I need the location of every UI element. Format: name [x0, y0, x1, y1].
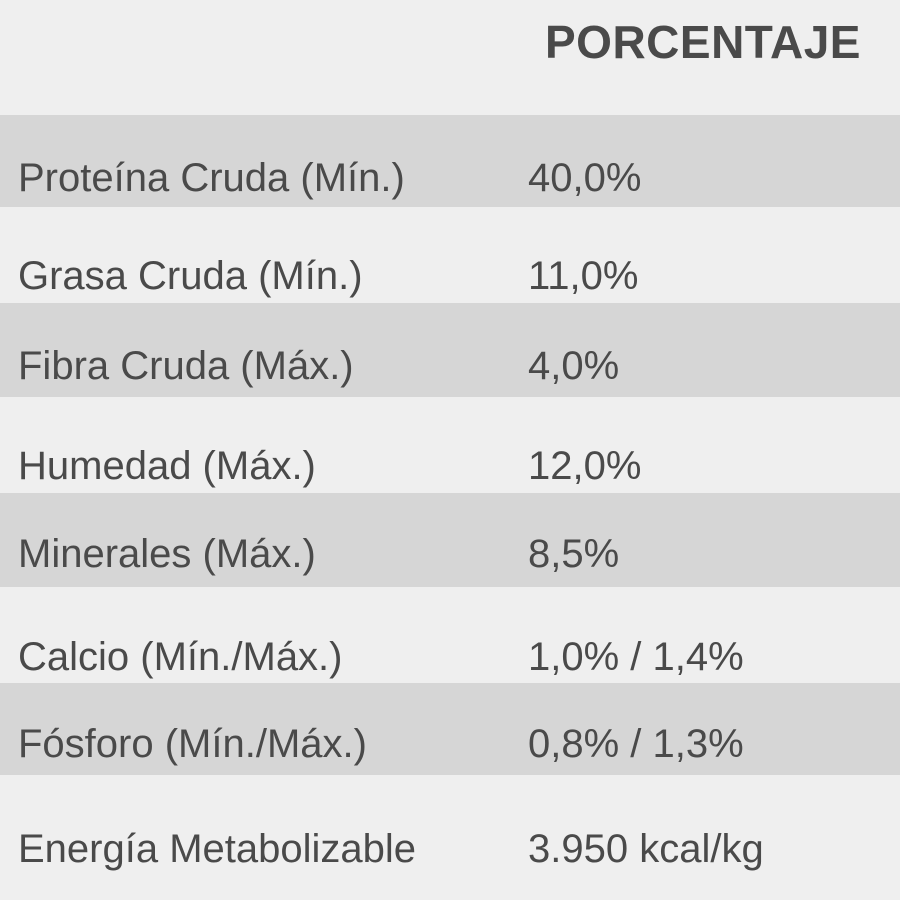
row-value: 3.950 kcal/kg [528, 827, 764, 871]
row-value: 1,0% / 1,4% [528, 635, 744, 679]
table-row: Fibra Cruda (Máx.) 4,0% [0, 303, 900, 397]
row-label: Energía Metabolizable [18, 827, 417, 871]
row-label: Humedad (Máx.) [18, 444, 316, 488]
table-row: Humedad (Máx.) 12,0% [0, 397, 900, 493]
row-value: 12,0% [528, 444, 642, 488]
row-label: Fósforo (Mín./Máx.) [18, 722, 367, 766]
row-value: 11,0% [528, 254, 639, 298]
table-row: Proteína Cruda (Mín.) 40,0% [0, 115, 900, 207]
table-row: Grasa Cruda (Mín.) 11,0% [0, 207, 900, 303]
row-label: Fibra Cruda (Máx.) [18, 344, 354, 388]
column-header-porcentaje: PORCENTAJE [545, 16, 861, 68]
row-value: 4,0% [528, 344, 620, 388]
row-value: 8,5% [528, 532, 620, 576]
table-header: PORCENTAJE [0, 0, 900, 115]
row-label: Calcio (Mín./Máx.) [18, 635, 343, 679]
row-label: Proteína Cruda (Mín.) [18, 156, 405, 200]
table-row: Fósforo (Mín./Máx.) 0,8% / 1,3% [0, 683, 900, 775]
table-row: Minerales (Máx.) 8,5% [0, 493, 900, 587]
table-row: Energía Metabolizable 3.950 kcal/kg [0, 775, 900, 900]
table-row: Calcio (Mín./Máx.) 1,0% / 1,4% [0, 587, 900, 683]
row-label: Grasa Cruda (Mín.) [18, 254, 363, 298]
row-value: 40,0% [528, 156, 642, 200]
row-label: Minerales (Máx.) [18, 532, 316, 576]
row-value: 0,8% / 1,3% [528, 722, 744, 766]
